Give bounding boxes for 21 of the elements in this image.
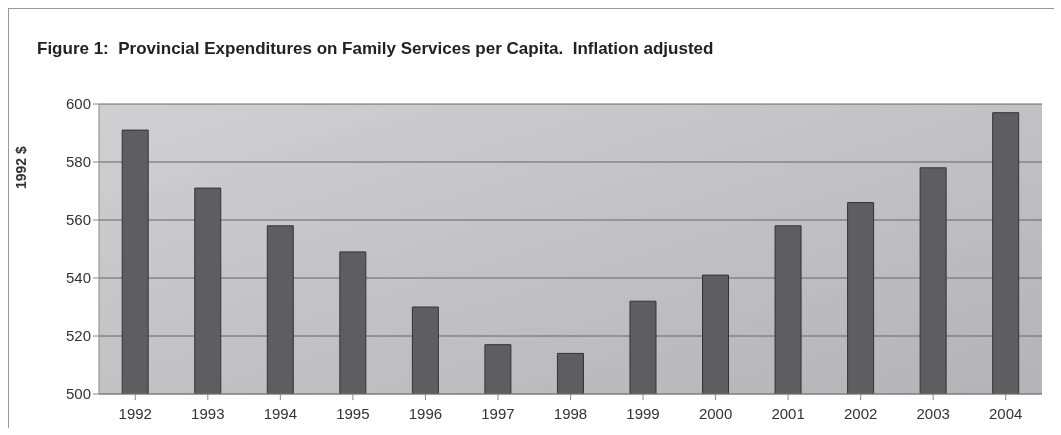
x-tick-label: 1998	[553, 404, 588, 422]
x-tick-label: 1993	[191, 404, 225, 422]
x-tick-label: 1997	[481, 404, 515, 422]
y-axis-title: 1992 $	[12, 145, 29, 189]
x-tick-label: 1992	[118, 404, 152, 422]
x-tick-label: 1994	[263, 404, 298, 422]
x-tick-label: 2000	[698, 404, 733, 422]
y-tick-label: 580	[65, 153, 91, 171]
y-tick-label: 600	[65, 95, 91, 113]
x-tick-label: 2001	[771, 404, 805, 422]
chart-title: Figure 1: Provincial Expenditures on Family Services per Capita. Inflation adjusted	[37, 39, 714, 59]
x-tick-label: 1999	[626, 404, 660, 422]
y-tick-label: 500	[65, 385, 91, 403]
y-tick-label: 540	[65, 269, 91, 287]
x-tick-label: 2003	[916, 404, 950, 422]
x-tick-label: 1996	[408, 404, 443, 422]
y-tick-label: 520	[65, 327, 91, 345]
x-tick-label: 2004	[989, 404, 1023, 422]
x-tick-label: 2002	[843, 404, 878, 422]
y-tick-label: 560	[65, 211, 91, 229]
x-tick-label: 1995	[336, 404, 370, 422]
